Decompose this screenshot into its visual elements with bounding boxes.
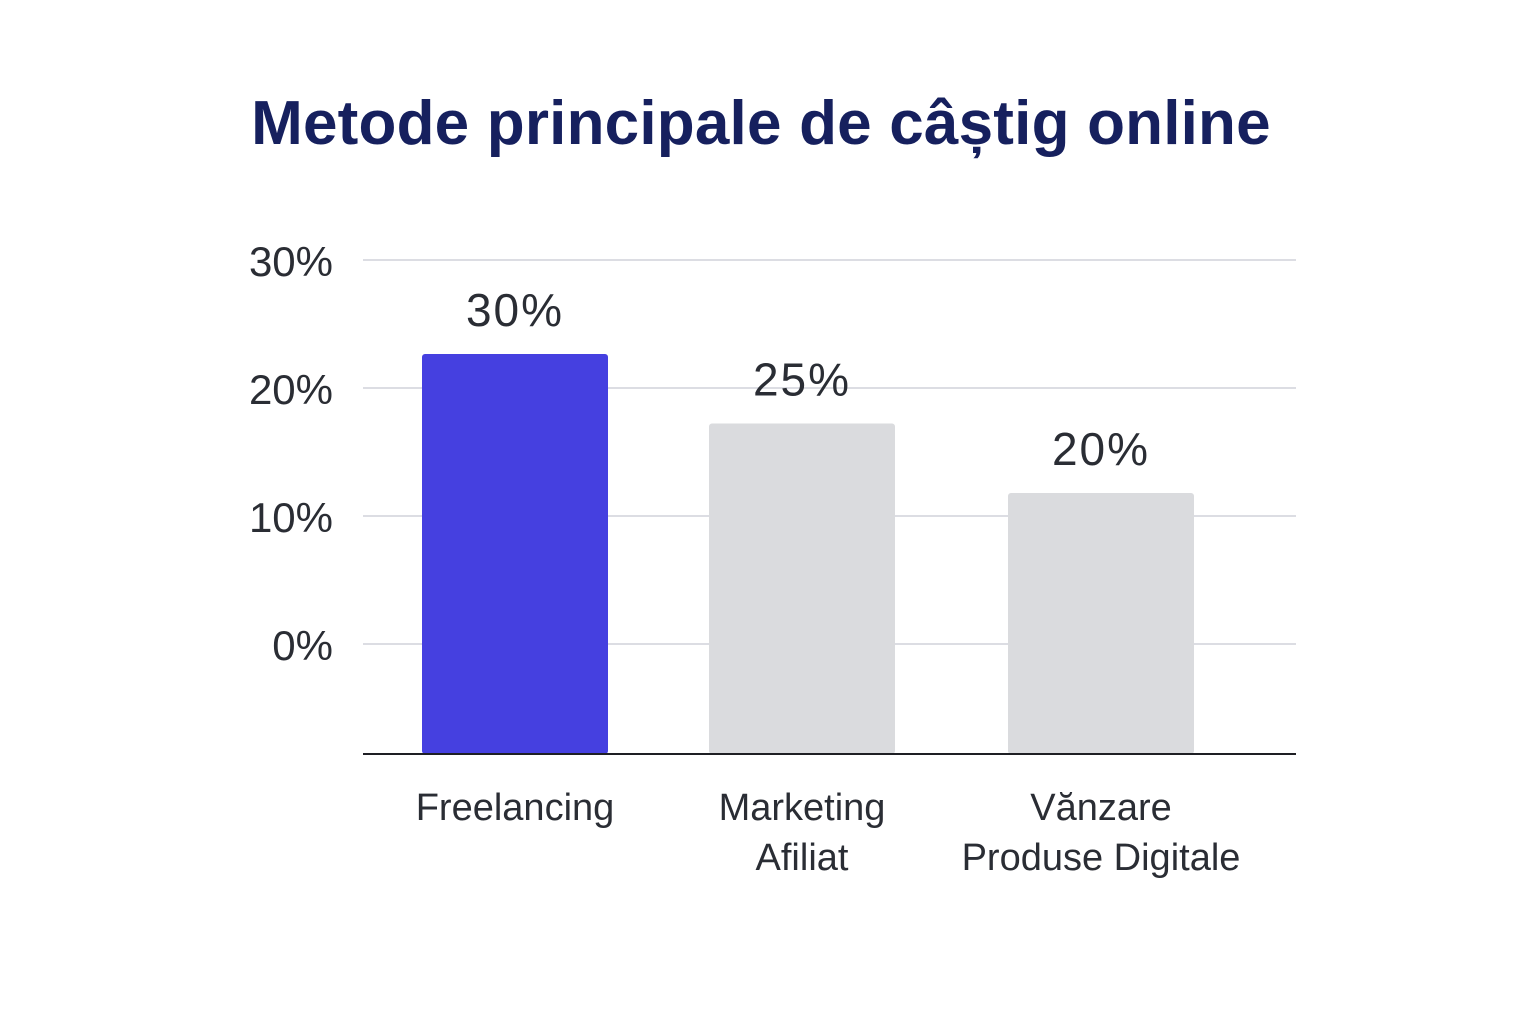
- bar: [1008, 493, 1194, 754]
- chart-title: Metode principale de câștig online: [251, 89, 1271, 158]
- x-tick-label: Freelancing: [416, 787, 615, 829]
- x-tick-label: Marketing: [719, 787, 886, 829]
- data-label: 25%: [753, 354, 851, 406]
- bar: [709, 423, 895, 754]
- y-tick-label: 30%: [249, 238, 333, 285]
- y-tick-label: 0%: [272, 622, 333, 669]
- data-label: 30%: [466, 284, 564, 336]
- bar: [422, 354, 608, 754]
- y-tick-label: 20%: [249, 366, 333, 413]
- x-tick-label: Afiliat: [756, 837, 849, 879]
- y-tick-label: 10%: [249, 494, 333, 541]
- data-label: 20%: [1052, 423, 1150, 475]
- x-tick-label: Produse Digitale: [962, 837, 1241, 879]
- x-tick-label: Vănzare: [1030, 787, 1172, 829]
